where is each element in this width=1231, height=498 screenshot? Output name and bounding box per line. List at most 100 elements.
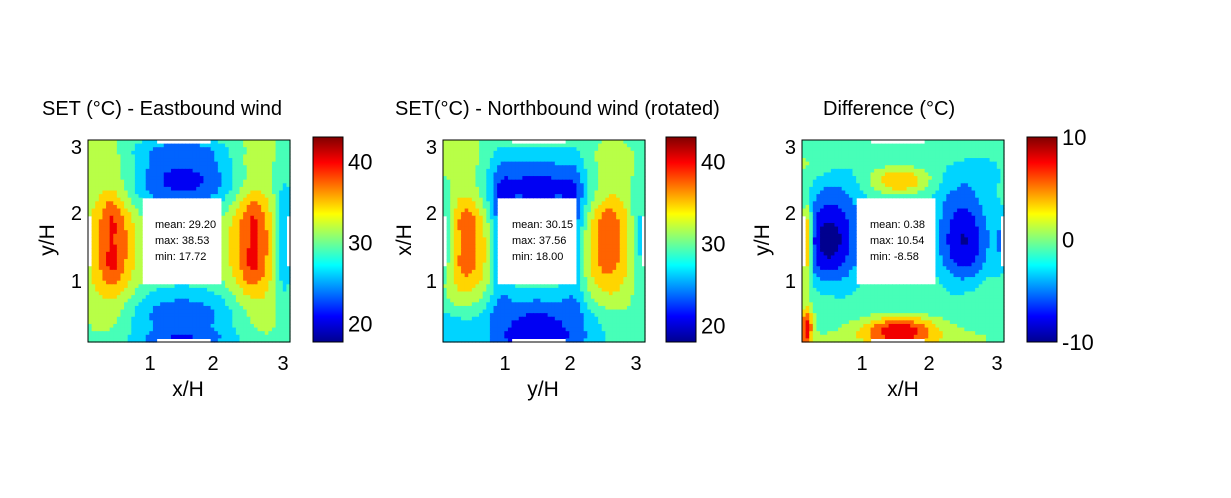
contour-cell xyxy=(562,161,567,166)
contour-cell xyxy=(127,334,132,339)
contour-cell xyxy=(95,233,100,238)
contour-cell xyxy=(134,248,140,253)
contour-cell xyxy=(515,190,520,195)
contour-cell xyxy=(109,241,114,246)
contour-cell xyxy=(605,172,610,177)
contour-cell xyxy=(235,284,241,289)
contour-cell xyxy=(468,287,473,293)
contour-cell xyxy=(623,212,628,217)
contour-cell xyxy=(250,172,255,177)
contour-cell xyxy=(232,334,237,339)
contour-cell xyxy=(116,248,122,253)
contour-cell xyxy=(461,266,466,271)
contour-cell xyxy=(120,305,125,311)
contour-cell xyxy=(500,143,505,148)
contour-cell xyxy=(558,316,563,321)
contour-cell xyxy=(232,230,237,235)
contour-cell xyxy=(576,291,581,296)
contour-cell xyxy=(479,219,484,224)
contour-cell xyxy=(453,262,459,267)
contour-cell xyxy=(134,179,140,184)
contour-cell xyxy=(91,186,96,192)
contour-cell xyxy=(145,176,150,181)
contour-cell xyxy=(134,230,140,235)
contour-cell xyxy=(525,320,531,325)
contour-cell xyxy=(590,176,596,181)
contour-cell xyxy=(475,331,480,336)
contour-cell xyxy=(203,194,208,199)
contour-cell xyxy=(457,251,462,257)
contour-cell xyxy=(116,295,122,300)
contour-cell xyxy=(113,212,118,217)
contour-cell xyxy=(572,309,578,314)
contour-cell xyxy=(504,158,509,163)
contour-cell xyxy=(120,266,125,271)
contour-cell xyxy=(134,331,140,336)
contour-cell xyxy=(246,334,251,339)
contour-cell xyxy=(623,309,628,314)
contour-cell xyxy=(598,150,603,156)
contour-cell xyxy=(181,165,186,170)
contour-cell xyxy=(605,219,610,224)
contour-cell xyxy=(282,273,287,278)
contour-cell xyxy=(156,302,161,307)
contour-cell xyxy=(540,161,545,166)
contour-cell xyxy=(282,179,287,184)
contour-cell xyxy=(228,280,233,285)
contour-cell xyxy=(228,277,233,282)
contour-cell xyxy=(106,176,111,181)
contour-cell xyxy=(471,233,477,238)
contour-cell xyxy=(641,291,646,296)
contour-cell xyxy=(590,208,596,213)
contour-cell xyxy=(174,194,179,199)
contour-cell xyxy=(116,183,122,188)
contour-cell xyxy=(464,309,469,314)
contour-cell xyxy=(246,165,251,170)
contour-cell xyxy=(239,222,244,228)
contour-cell xyxy=(257,158,262,163)
contour-cell xyxy=(228,248,233,253)
contour-cell xyxy=(131,287,136,293)
contour-cell xyxy=(450,248,455,253)
contour-cell xyxy=(138,172,143,177)
contour-cell xyxy=(134,305,140,311)
contour-cell xyxy=(91,183,96,188)
contour-cell xyxy=(515,154,520,159)
contour-cell xyxy=(587,183,592,188)
contour-cell xyxy=(576,208,581,213)
contour-cell xyxy=(533,287,538,293)
contour-cell xyxy=(626,176,632,181)
contour-cell xyxy=(489,233,495,238)
contour-cell xyxy=(457,313,462,318)
contour-cell xyxy=(634,305,639,311)
contour-cell xyxy=(217,302,223,307)
contour-cell xyxy=(163,284,168,289)
contour-cell xyxy=(250,302,255,307)
contour-cell xyxy=(637,298,642,303)
contour-cell xyxy=(583,327,588,332)
contour-cell xyxy=(88,309,93,314)
contour-cell xyxy=(221,251,226,257)
contour-cell xyxy=(446,186,451,192)
contour-cell xyxy=(246,316,251,321)
contour-cell xyxy=(446,150,451,156)
contour-cell xyxy=(479,168,484,174)
contour-cell xyxy=(253,237,259,242)
contour-cell xyxy=(149,143,154,148)
contour-cell xyxy=(457,212,462,217)
contour-cell xyxy=(551,194,556,199)
contour-cell xyxy=(214,323,219,329)
contour-cell xyxy=(616,302,621,307)
contour-cell xyxy=(106,190,111,195)
contour-cell xyxy=(142,140,147,145)
contour-cell xyxy=(569,194,574,199)
contour-cell xyxy=(457,280,462,285)
contour-cell xyxy=(225,147,230,152)
contour-cell xyxy=(279,241,284,246)
contour-cell xyxy=(594,248,599,253)
contour-cell xyxy=(106,302,111,307)
contour-cell xyxy=(583,291,588,296)
contour-cell xyxy=(127,305,132,311)
contour-cell xyxy=(275,259,280,264)
contour-cell xyxy=(475,147,480,152)
